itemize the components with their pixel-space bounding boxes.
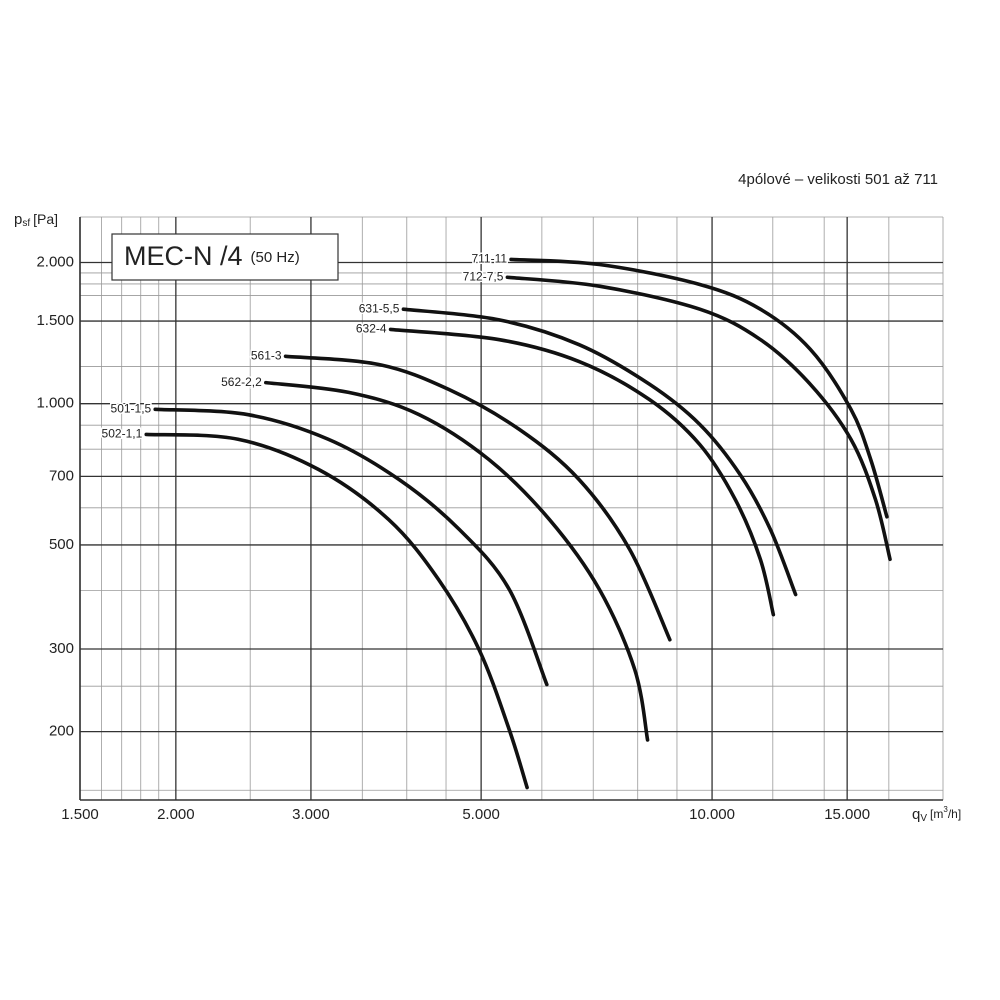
x-sup: 3 [943, 805, 948, 814]
y-tick-label: 500 [49, 536, 74, 553]
title-note: (50 Hz) [251, 249, 300, 266]
curve-label: 562-2,2 [221, 375, 262, 389]
fan-curve [283, 354, 672, 642]
title-main: MEC-N /4 [124, 241, 243, 271]
curve-label: 501-1,5 [111, 401, 152, 415]
x-unit-end: /h] [948, 807, 961, 821]
chart-title: MEC-N /4 (50 Hz) [124, 241, 300, 271]
fan-curve [401, 307, 798, 597]
x-tick-label: 2.000 [157, 806, 195, 823]
x-tick-label: 3.000 [292, 806, 330, 823]
y-axis-label: psf [Pa] [14, 211, 58, 229]
fan-curve [144, 432, 529, 790]
subtitle: 4pólové – velikosti 501 až 711 [738, 171, 938, 188]
x-unit: [m [930, 807, 943, 821]
y-tick-label: 1.500 [36, 312, 74, 329]
y-tick-label: 1.000 [36, 395, 74, 412]
x-axis-label: qV [m3/h] [912, 805, 961, 824]
fan-curve [509, 257, 889, 519]
y-sub: sf [22, 218, 30, 229]
fan-curve [264, 380, 650, 742]
x-sub: V [920, 813, 927, 824]
curves: 711-11 712-7,5 631-5,5 632-4 561-3 562-2,2 501… [100, 250, 892, 790]
title-box [111, 233, 339, 281]
curve-label: 632-4 [356, 322, 387, 336]
y-tick-label: 300 [49, 640, 74, 657]
y-tick-label: 700 [49, 467, 74, 484]
x-tick-label: 1.500 [61, 806, 99, 823]
curve-label: 711-11 [471, 252, 507, 266]
grid: 1.500 2.000 3.000 5.000 10.000 15.000 200 300 50… [36, 216, 944, 823]
y-tick-label: 200 [49, 723, 74, 740]
curve-label: 561-3 [251, 348, 282, 362]
fan-curve [153, 407, 549, 687]
x-tick-label: 15.000 [824, 806, 870, 823]
curve-label: 712-7,5 [463, 269, 504, 283]
x-tick-label: 10.000 [689, 806, 735, 823]
curve-label: 631-5,5 [359, 301, 400, 315]
x-tick-label: 5.000 [462, 806, 500, 823]
curve-label: 502-1,1 [102, 427, 143, 441]
x-symbol: q [912, 806, 920, 823]
y-symbol: p [14, 211, 22, 228]
fan-curve [505, 275, 892, 562]
y-unit: [Pa] [33, 211, 58, 227]
y-tick-label: 2.000 [36, 253, 74, 270]
fan-curve [388, 327, 776, 617]
